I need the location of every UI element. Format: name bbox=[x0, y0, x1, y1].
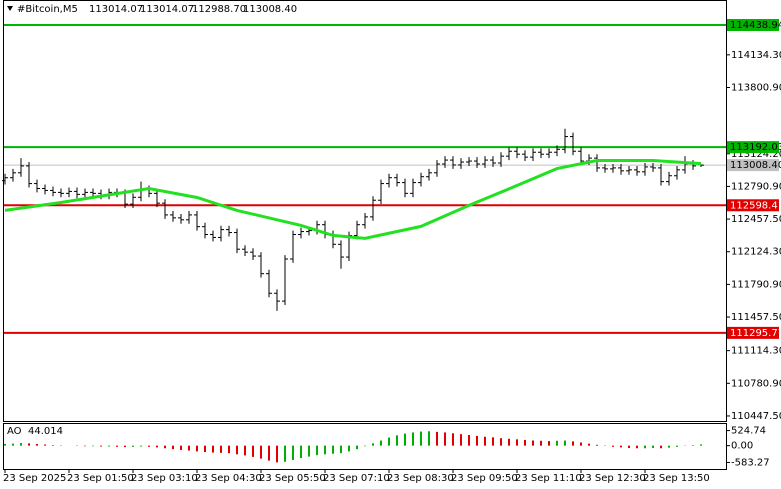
x-tick-label: 23 Sep 12:30 bbox=[579, 473, 646, 484]
ao-tick-label: -583.27 bbox=[731, 457, 770, 468]
x-tick-label: 23 Sep 04:30 bbox=[195, 473, 262, 484]
level-label-box bbox=[727, 141, 779, 154]
ao-name: AO bbox=[7, 426, 22, 437]
level-label-box bbox=[727, 199, 779, 212]
y-tick-label: 110447.50 bbox=[731, 411, 781, 422]
level-label-box bbox=[727, 19, 779, 32]
level-label: 113192.03 bbox=[730, 142, 781, 153]
current-price-label: 113008.40 bbox=[730, 160, 781, 171]
x-tick-label: 23 Sep 01:50 bbox=[67, 473, 134, 484]
ohlc-close: 113008.40 bbox=[243, 4, 297, 15]
x-tick-label: 23 Sep 2025 bbox=[3, 473, 66, 484]
y-tick-label: 113124.20 bbox=[731, 149, 781, 160]
ao-value: 44.014 bbox=[28, 426, 63, 437]
y-tick-label: 112457.50 bbox=[731, 214, 781, 225]
ohlc-open: 113014.07 bbox=[89, 4, 143, 15]
level-label: 111295.77 bbox=[730, 328, 781, 339]
x-tick-label: 23 Sep 08:30 bbox=[387, 473, 454, 484]
y-tick-label: 112124.30 bbox=[731, 247, 781, 258]
indicator-frame bbox=[3, 423, 727, 470]
menu-icon[interactable] bbox=[7, 6, 13, 11]
x-tick-label: 23 Sep 11:10 bbox=[515, 473, 582, 484]
x-tick-label: 23 Sep 07:10 bbox=[323, 473, 390, 484]
ohlc-high: 113014.07 bbox=[140, 4, 194, 15]
y-tick-label: 111790.90 bbox=[731, 279, 781, 290]
moving-average bbox=[4, 159, 702, 240]
ao-tick-label: 524.74 bbox=[731, 426, 766, 437]
y-tick-label: 112790.90 bbox=[731, 181, 781, 192]
x-tick-label: 23 Sep 05:50 bbox=[259, 473, 326, 484]
level-label: 112598.41 bbox=[730, 200, 781, 211]
ohlc-low: 112988.70 bbox=[192, 4, 246, 15]
y-tick-label: 110780.90 bbox=[731, 378, 781, 389]
y-tick-label: 111114.30 bbox=[731, 346, 781, 357]
symbol: #Bitcoin,M5 bbox=[17, 4, 78, 15]
x-tick-label: 23 Sep 09:50 bbox=[451, 473, 518, 484]
current-price-box bbox=[727, 159, 779, 172]
level-label: 114438.94 bbox=[730, 20, 781, 31]
ao-tick-label: 0.00 bbox=[731, 441, 753, 452]
x-tick-label: 23 Sep 13:50 bbox=[643, 473, 710, 484]
y-tick-label: 114134.30 bbox=[731, 50, 781, 61]
level-label-box bbox=[727, 326, 779, 339]
main-frame bbox=[3, 0, 727, 422]
x-tick-label: 23 Sep 03:10 bbox=[131, 473, 198, 484]
y-tick-label: 113800.90 bbox=[731, 82, 781, 93]
y-tick-label: 111457.50 bbox=[731, 312, 781, 323]
